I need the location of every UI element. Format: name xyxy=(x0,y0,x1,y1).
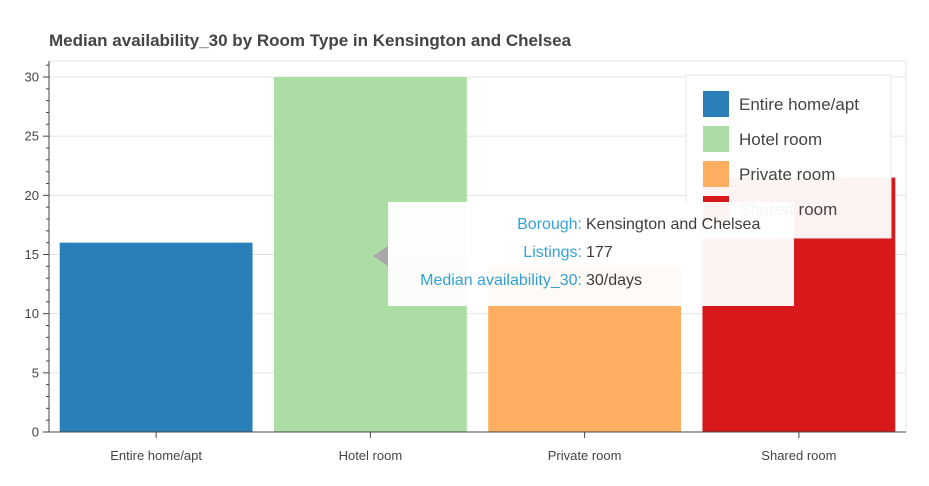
hover-tooltip: Borough: Kensington and Chelsea Listings… xyxy=(388,202,794,306)
chart-title: Median availability_30 by Room Type in K… xyxy=(49,31,572,50)
y-tick-label: 10 xyxy=(25,306,39,321)
bar[interactable] xyxy=(59,242,253,432)
tooltip-arrow xyxy=(373,246,388,266)
tooltip-key: Listings: xyxy=(523,244,582,261)
tooltip-key: Median availability_30: xyxy=(420,272,582,289)
y-tick-label: 15 xyxy=(25,247,39,262)
x-tick-label: Shared room xyxy=(761,448,836,463)
legend-swatch xyxy=(703,126,729,152)
x-tick-label: Private room xyxy=(548,448,622,463)
axes: 0 5 10 15 20 25 30 Entire home/apt Hotel room Pri… xyxy=(25,61,906,463)
legend-label: Hotel room xyxy=(739,130,822,149)
legend-label: Entire home/apt xyxy=(739,95,859,114)
legend-label: Private room xyxy=(739,165,835,184)
tooltip-key: Borough: xyxy=(517,216,582,233)
y-tick-label: 25 xyxy=(25,129,39,144)
tooltip-value: Kensington and Chelsea xyxy=(586,216,761,233)
tooltip-value: 177 xyxy=(586,244,613,261)
x-tick-label: Hotel room xyxy=(339,448,403,463)
y-tick-label: 5 xyxy=(32,365,39,380)
x-tick-label: Entire home/apt xyxy=(110,448,202,463)
legend-swatch xyxy=(703,161,729,187)
tooltip-value: 30/days xyxy=(586,272,643,289)
legend-swatch xyxy=(703,91,729,117)
y-tick-label: 30 xyxy=(25,70,39,85)
y-tick-label: 0 xyxy=(32,425,39,440)
y-tick-label: 20 xyxy=(25,188,39,203)
